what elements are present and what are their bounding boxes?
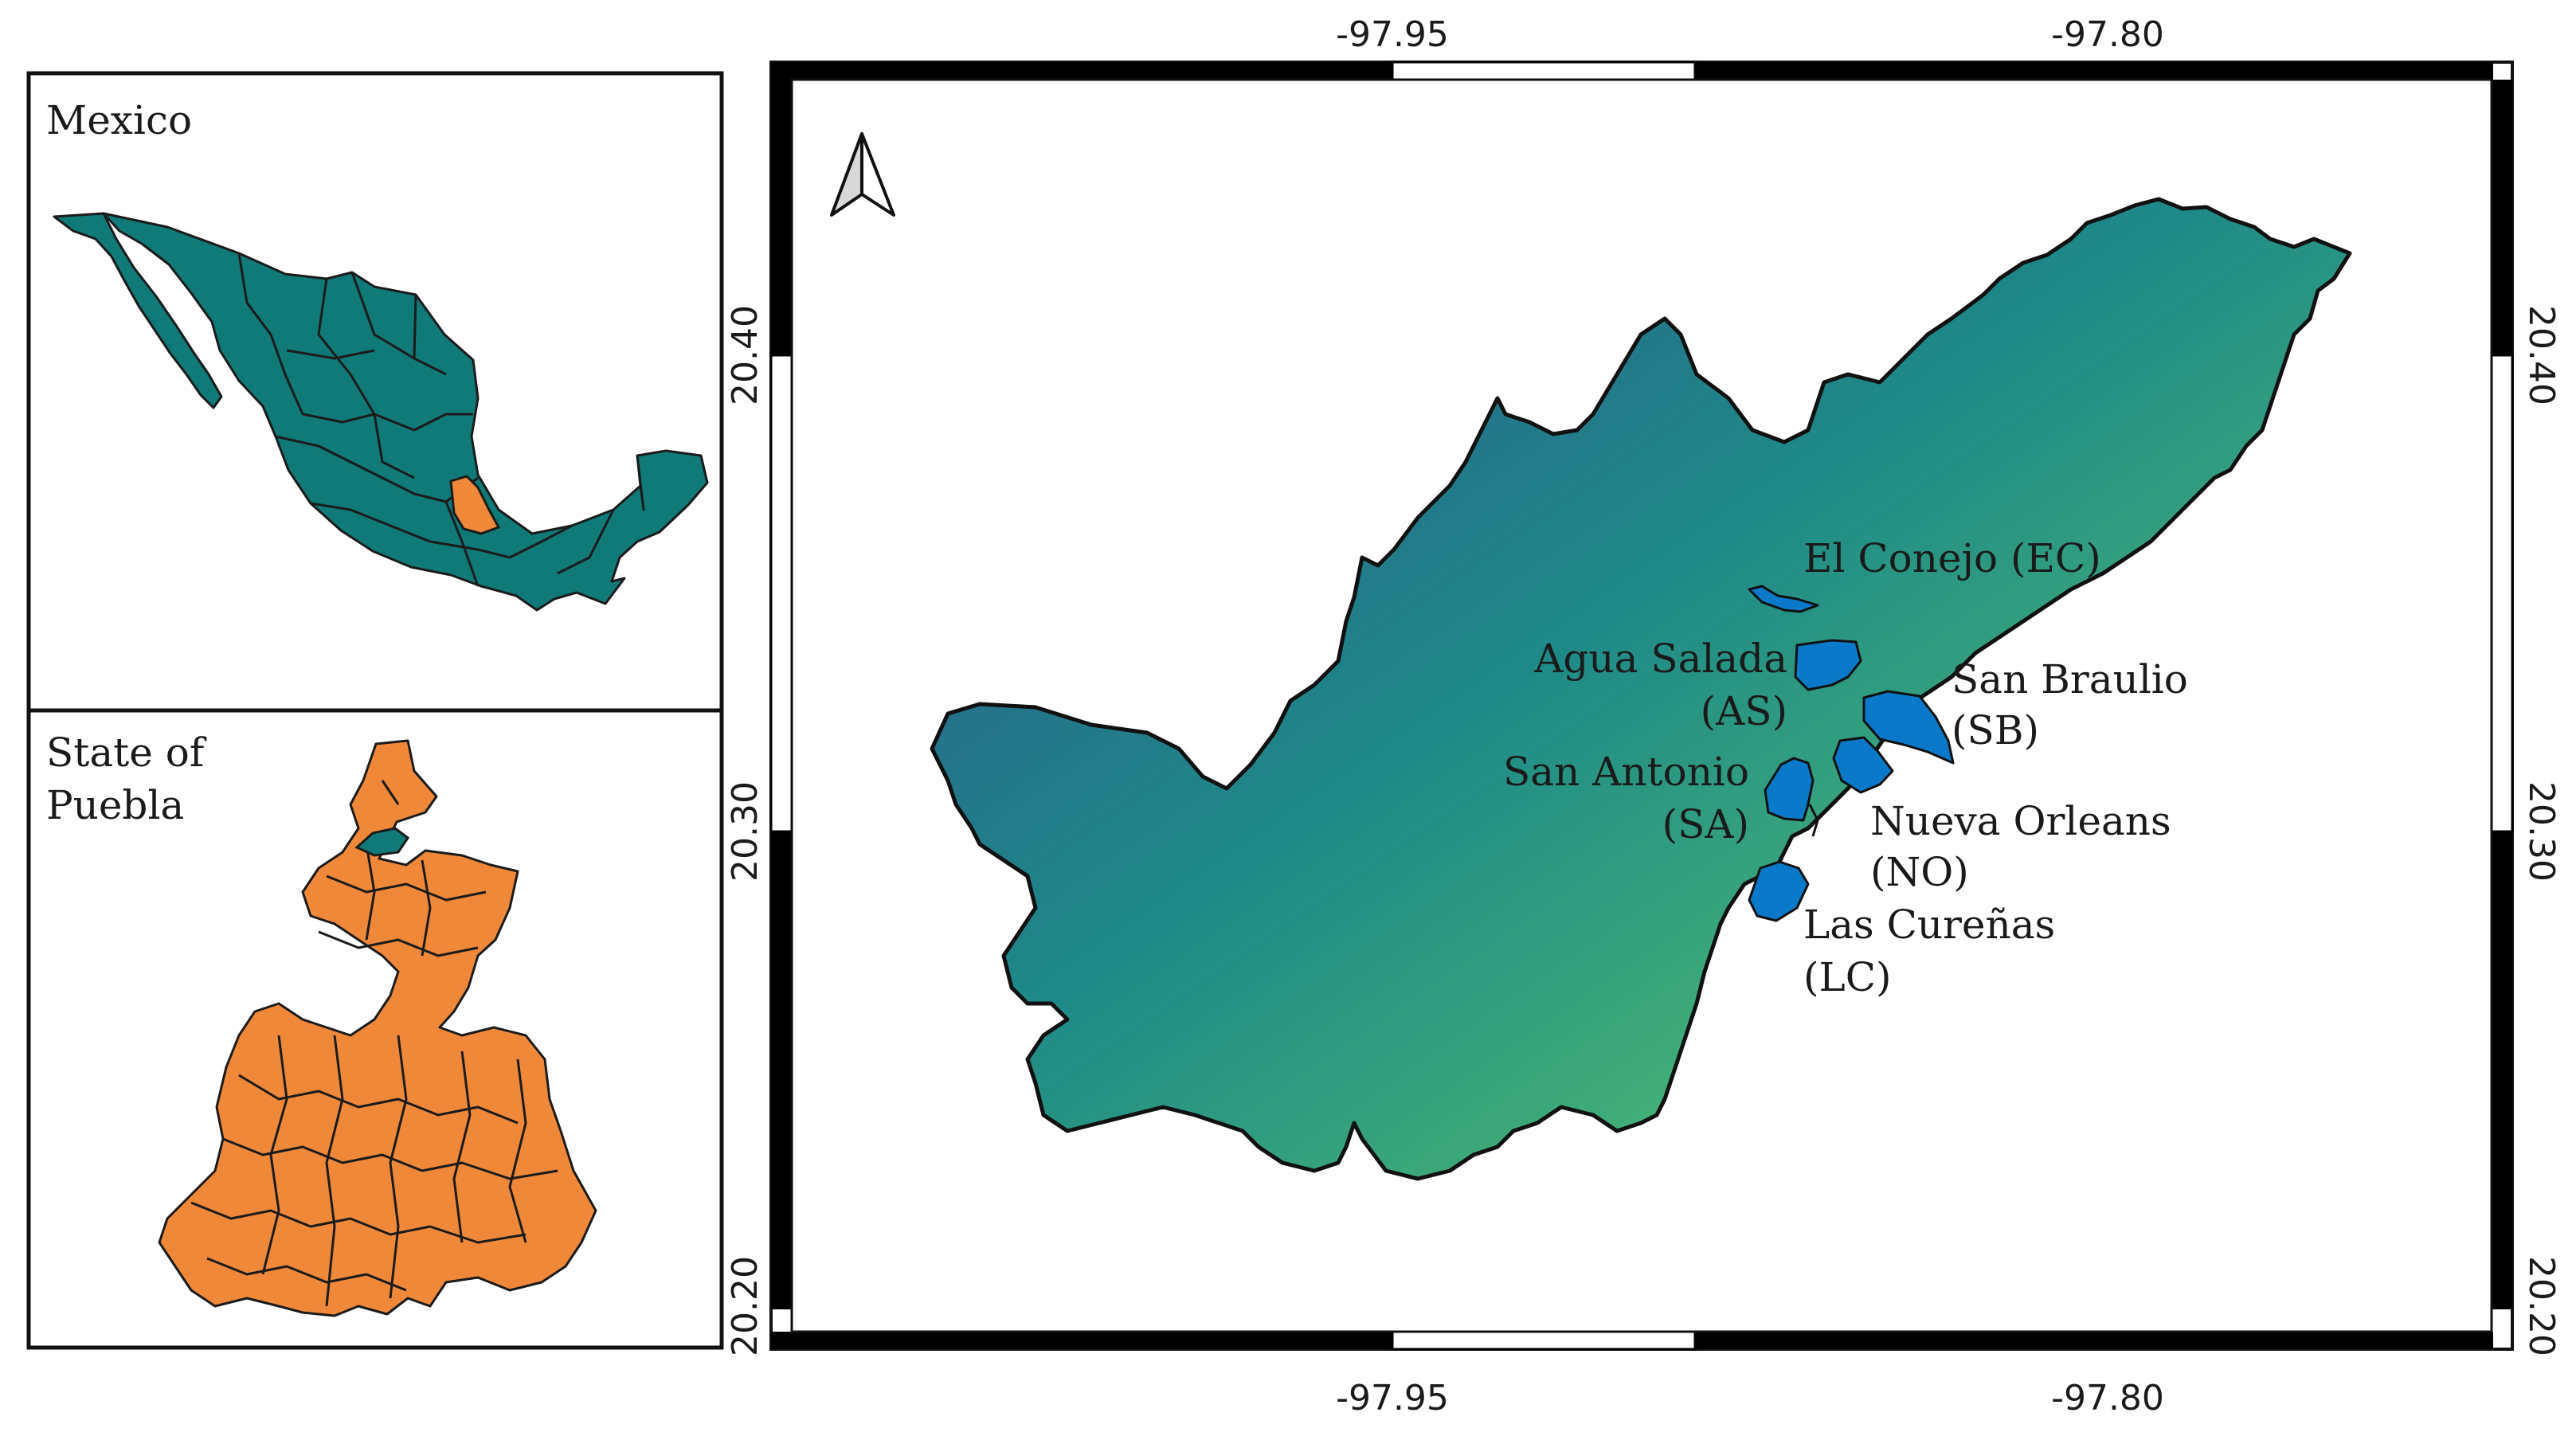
inset-puebla-title-line1: State of [46,730,207,776]
site-label-san-antonio-line2: (SA) [1662,801,1749,847]
site-label-agua-salada-line2: (AS) [1701,688,1787,734]
scale-bar-right-black-2 [2492,831,2512,1309]
site-label-las-curenas-line2: (LC) [1803,954,1891,1000]
x-tick-bottom-2: -97.80 [2051,1378,2164,1418]
y-tick-right-1: 20.40 [2521,305,2562,405]
x-tick-bottom-1: -97.95 [1336,1378,1449,1418]
site-label-san-antonio-line1: San Antonio [1503,749,1749,795]
north-arrow-icon [830,132,895,217]
site-label-el-conejo: El Conejo (EC) [1803,535,2101,581]
lagoon-las-curenas [1748,860,1810,922]
study-area-highlight-shape [354,827,410,857]
site-label-san-braulio-line1: San Braulio [1952,656,2188,702]
y-tick-right-2: 20.30 [2521,781,2562,882]
scale-bar-left-black [771,80,792,355]
study-region-shape [930,197,2352,1181]
site-label-las-curenas-line1: Las Cureñas [1803,902,2055,948]
inset-puebla-title-line2: Puebla [46,782,184,828]
site-labels: El Conejo (EC) Agua Salada (AS) San Brau… [1503,535,2188,1000]
scale-bar-right-black [2492,80,2512,355]
lagoon-san-antonio [1764,757,1815,822]
lagoon-connector-line [1808,804,1819,837]
scale-bar-right-white [2490,354,2514,833]
puebla-highlight-shape [449,475,501,535]
y-tick-right-3: 20.20 [2521,1256,2562,1356]
inset-mexico-panel: Mexico [26,71,724,713]
inset-puebla-panel: State of Puebla [26,708,724,1350]
mexico-country-shape [53,212,709,612]
lagoon-agua-salada [1794,639,1862,691]
scale-bar-left-black-2 [771,831,792,1309]
puebla-state-shape [158,739,597,1317]
main-map-inner-frame [790,78,2493,1333]
site-label-nueva-orleans-line2: (NO) [1870,849,1969,895]
x-tick-top-2: -97.80 [2051,14,2164,55]
scale-bar-bottom-white [1391,1330,1697,1351]
lagoon-shapes [1748,585,1955,922]
scale-bar-bottom-black-2 [1695,1332,2493,1349]
site-label-agua-salada-line1: Agua Salada [1533,636,1787,682]
scale-bar-left-white [769,354,793,833]
site-label-san-braulio-line2: (SB) [1952,707,2039,753]
lagoon-el-conejo [1748,585,1819,613]
scale-bar-top-black-2 [1695,62,2493,80]
lagoon-nueva-orleans [1832,736,1894,794]
scale-bar-bottom-black [771,1332,1392,1349]
scale-bar-top-white [1391,61,1697,81]
y-tick-left-2: 20.30 [725,781,765,882]
x-tick-top-1: -97.95 [1336,14,1449,55]
inset-mexico-title: Mexico [46,97,192,143]
lagoon-san-braulio [1862,690,1955,765]
y-tick-left-1: 20.40 [725,305,765,405]
scale-bar-top-black [771,62,1392,80]
site-label-nueva-orleans-line1: Nueva Orleans [1870,798,2171,844]
y-tick-left-3: 20.20 [725,1256,765,1356]
main-map-panel: -97.95 -97.80 -97.95 -97.80 20.40 20.30 … [725,14,2562,1418]
